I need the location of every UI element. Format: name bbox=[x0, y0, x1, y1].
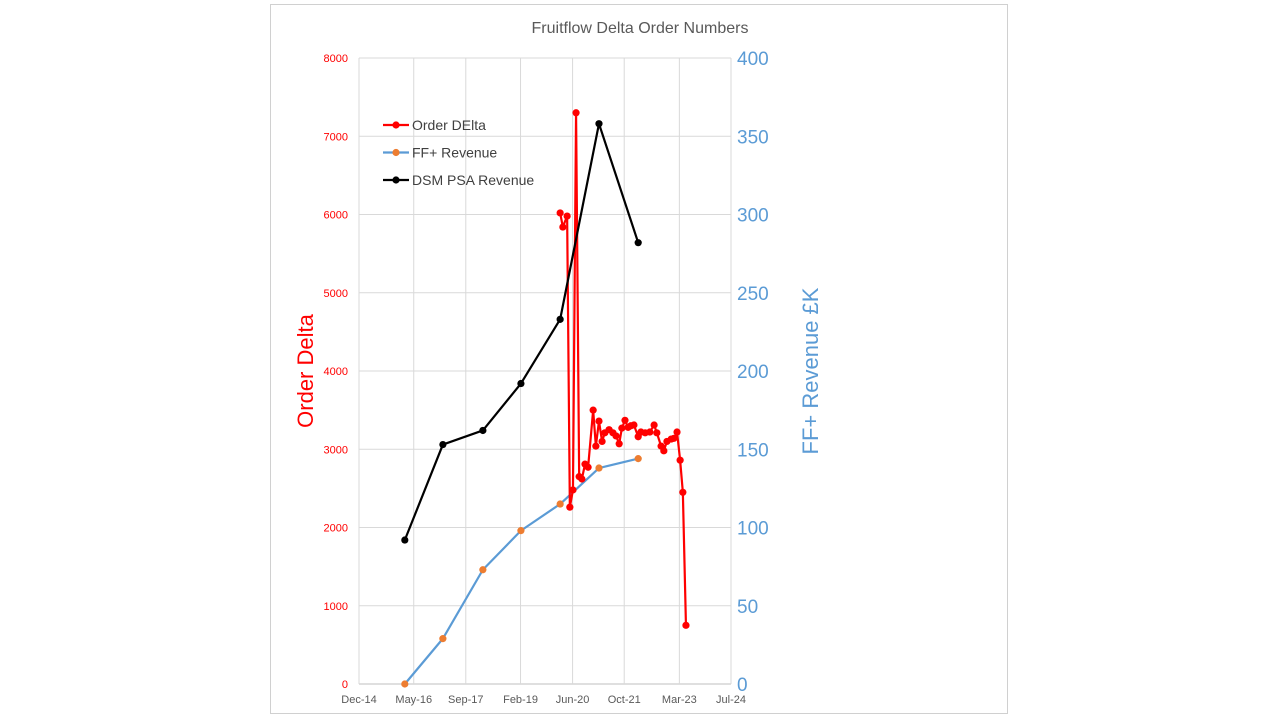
data-point bbox=[615, 440, 623, 448]
data-point bbox=[592, 442, 600, 450]
y-tick-label: 4000 bbox=[324, 366, 348, 378]
legend-label: DSM PSA Revenue bbox=[412, 172, 534, 188]
data-point bbox=[595, 120, 603, 128]
data-point bbox=[401, 536, 409, 544]
data-point bbox=[566, 503, 574, 511]
data-point bbox=[653, 429, 661, 437]
data-point bbox=[598, 437, 606, 446]
y2-tick-label: 350 bbox=[737, 127, 769, 148]
data-point bbox=[401, 680, 409, 688]
y-axis-label: Order Delta bbox=[293, 313, 318, 427]
y2-tick-label: 150 bbox=[737, 440, 769, 461]
data-point bbox=[589, 406, 597, 414]
x-tick-label: Sep-17 bbox=[448, 694, 483, 706]
data-point bbox=[556, 209, 564, 217]
data-point bbox=[517, 527, 525, 535]
y-tick-label: 1000 bbox=[324, 601, 348, 613]
y-tick-label: 6000 bbox=[324, 210, 348, 222]
legend-marker bbox=[392, 121, 400, 129]
legend: Order DElta FF+ Revenue DSM PSA Revenue bbox=[383, 117, 534, 188]
y2-tick-label: 400 bbox=[737, 49, 769, 70]
data-point bbox=[479, 426, 487, 435]
data-point bbox=[673, 428, 681, 436]
y-tick-label: 8000 bbox=[324, 53, 348, 65]
gridlines bbox=[358, 57, 732, 685]
data-point bbox=[676, 456, 684, 464]
data-point bbox=[682, 621, 690, 629]
data-point bbox=[595, 464, 603, 472]
data-point bbox=[618, 424, 626, 432]
y-tick-label: 7000 bbox=[324, 131, 348, 143]
data-point bbox=[660, 447, 668, 455]
legend-marker bbox=[392, 176, 400, 184]
data-point bbox=[569, 486, 577, 494]
data-point bbox=[670, 434, 678, 442]
data-point bbox=[439, 635, 447, 643]
data-point bbox=[679, 488, 687, 496]
data-point bbox=[572, 109, 580, 117]
y2-tick-label: 200 bbox=[737, 362, 769, 383]
chart-frame bbox=[270, 4, 1008, 714]
data-point bbox=[517, 379, 525, 388]
data-point bbox=[556, 315, 564, 323]
y2-tick-label: 300 bbox=[737, 206, 769, 227]
data-point bbox=[634, 239, 642, 247]
data-point bbox=[612, 432, 620, 440]
x-tick-label: Feb-19 bbox=[503, 694, 538, 706]
data-point bbox=[556, 500, 564, 508]
legend-marker bbox=[392, 148, 400, 157]
data-point bbox=[584, 463, 592, 471]
legend-label: Order DElta bbox=[412, 117, 486, 133]
data-point bbox=[595, 417, 603, 425]
data-point bbox=[650, 421, 658, 429]
series-line-order-delta bbox=[559, 111, 688, 626]
x-tick-label: Jul-24 bbox=[716, 694, 746, 706]
series-layer bbox=[401, 109, 690, 688]
series-line-ff-revenue bbox=[403, 457, 639, 685]
x-tick-label: Jun-20 bbox=[556, 694, 590, 706]
y2-tick-label: 250 bbox=[737, 284, 769, 305]
y2-axis-label: FF+ Revenue £K bbox=[798, 287, 823, 454]
data-point bbox=[563, 212, 571, 220]
data-point bbox=[439, 440, 447, 449]
data-point bbox=[559, 223, 567, 231]
chart-title: Fruitflow Delta Order Numbers bbox=[532, 20, 749, 37]
x-tick-label: May-16 bbox=[395, 694, 432, 706]
y2-tick-label: 50 bbox=[737, 597, 758, 618]
x-tick-label: Mar-23 bbox=[662, 694, 697, 706]
x-tick-label: Oct-21 bbox=[608, 694, 641, 706]
legend-label: FF+ Revenue bbox=[412, 145, 497, 161]
data-point bbox=[621, 416, 629, 424]
y-tick-label: 0 bbox=[342, 679, 348, 691]
y-tick-label: 2000 bbox=[324, 523, 348, 535]
data-point bbox=[634, 455, 642, 463]
data-point bbox=[646, 428, 654, 436]
y2-tick-label: 0 bbox=[737, 675, 748, 696]
data-point bbox=[479, 566, 487, 574]
y-tick-label: 5000 bbox=[324, 288, 348, 300]
x-tick-label: Dec-14 bbox=[341, 694, 376, 706]
y2-tick-label: 100 bbox=[737, 519, 769, 540]
y-tick-label: 3000 bbox=[324, 444, 348, 456]
tick-labels: 0 0 1000 50 2000 100 3000 150 4000 200 5000 250 6000… bbox=[324, 49, 769, 706]
data-point bbox=[578, 475, 586, 483]
data-point bbox=[630, 421, 638, 429]
